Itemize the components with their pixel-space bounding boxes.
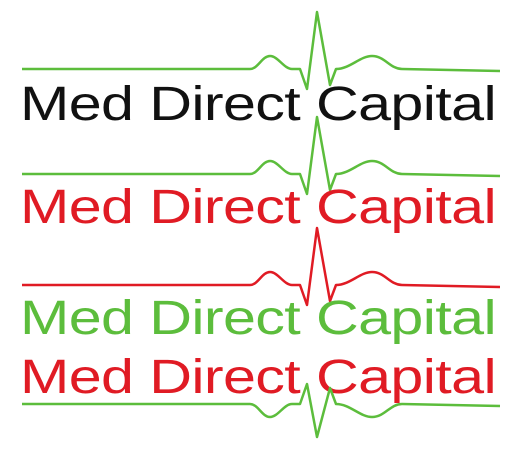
logo-variant-4: Med Direct Capital [20, 351, 501, 439]
heartbeat-line-icon [22, 382, 501, 439]
heartbeat-line-icon [22, 226, 501, 307]
logo-wordmark: Med Direct Capital [20, 78, 496, 131]
logo-wordmark: Med Direct Capital [20, 351, 496, 404]
logo-variant-2: Med Direct Capital [20, 115, 501, 234]
logo-variant-1: Med Direct Capital [20, 10, 501, 131]
heartbeat-line-icon [22, 10, 501, 91]
heartbeat-line-icon [22, 115, 501, 196]
logo-wordmark: Med Direct Capital [20, 292, 496, 345]
logo-wordmark: Med Direct Capital [20, 181, 496, 234]
logo-variant-3: Med Direct Capital [20, 226, 501, 345]
